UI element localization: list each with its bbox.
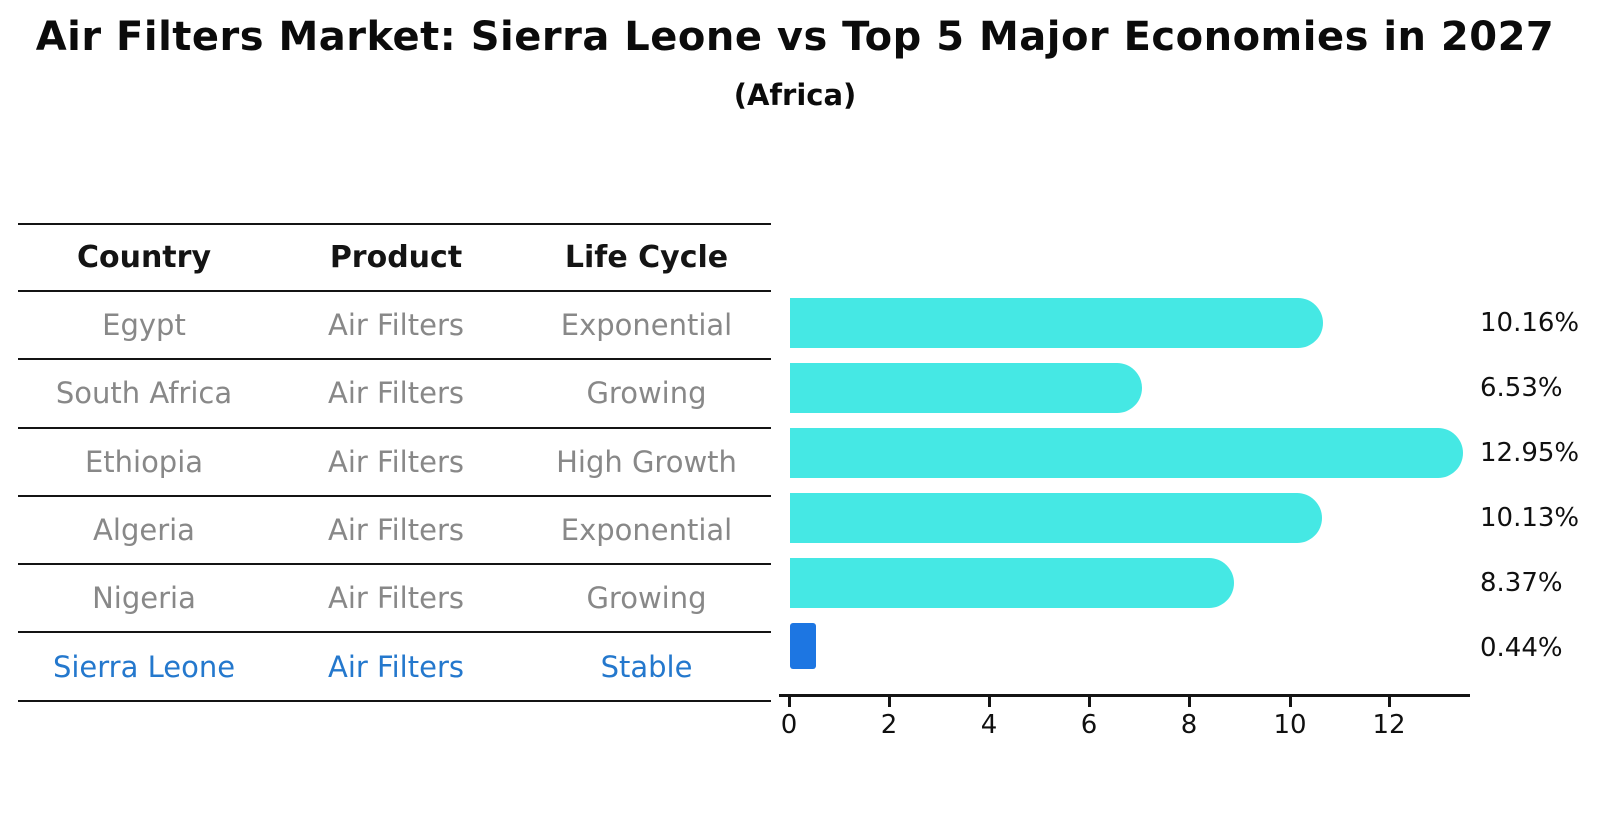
- table-row-nigeria: Nigeria Air Filters Growing: [18, 565, 771, 634]
- life-cycle-cell: Growing: [586, 376, 707, 411]
- bar-egypt: [790, 298, 1323, 348]
- product-cell: Air Filters: [328, 308, 464, 343]
- value-label-ethiopia: 12.95%: [1480, 438, 1580, 468]
- table-row-algeria: Algeria Air Filters Exponential: [18, 497, 771, 566]
- bar-ethiopia: [790, 428, 1463, 478]
- bar-south-africa: [790, 363, 1142, 413]
- country-cell: Sierra Leone: [52, 649, 236, 684]
- value-label-nigeria: 8.37%: [1480, 568, 1563, 598]
- value-label-algeria: 10.13%: [1480, 503, 1580, 533]
- x-axis-tick-label: 6: [1080, 710, 1098, 740]
- life-cycle-cell: High Growth: [556, 444, 737, 479]
- value-label-sierra-leone: 0.44%: [1480, 633, 1563, 663]
- x-axis-tick-label: 8: [1180, 710, 1198, 740]
- table-header-row: Country Product Life Cycle: [18, 223, 771, 292]
- value-label-south-africa: 6.53%: [1480, 373, 1563, 403]
- product-cell: Air Filters: [328, 444, 464, 479]
- country-table: Country Product Life Cycle Egypt Air Fil…: [18, 223, 771, 702]
- life-cycle-cell: Growing: [586, 581, 707, 616]
- table-row-ethiopia: Ethiopia Air Filters High Growth: [18, 429, 771, 497]
- chart-subtitle: (Africa): [733, 78, 857, 112]
- x-axis-tick-label: 2: [880, 710, 898, 740]
- x-axis-tick: [1188, 697, 1191, 707]
- bar-sierra-leone: [790, 623, 816, 669]
- x-axis-tick-label: 4: [980, 710, 998, 740]
- country-cell: Ethiopia: [84, 444, 204, 479]
- life-cycle-cell: Exponential: [560, 513, 733, 548]
- table-row-south-africa: South Africa Air Filters Growing: [18, 360, 771, 429]
- product-cell: Air Filters: [328, 376, 464, 411]
- column-header-life-cycle: Life Cycle: [564, 240, 729, 275]
- x-axis-tick-label: 0: [780, 710, 798, 740]
- x-axis-tick: [1388, 697, 1391, 707]
- x-axis-tick: [1289, 697, 1292, 707]
- bar-nigeria: [790, 558, 1234, 608]
- x-axis-tick: [788, 697, 791, 707]
- value-label-egypt: 10.16%: [1480, 308, 1580, 338]
- country-cell: Algeria: [93, 513, 195, 548]
- life-cycle-cell: Stable: [600, 649, 693, 684]
- product-cell: Air Filters: [328, 649, 464, 684]
- x-axis-tick-label: 12: [1372, 710, 1406, 740]
- country-cell: Egypt: [102, 308, 186, 343]
- x-axis-line: [779, 694, 1470, 697]
- table-row-sierra-leone: Sierra Leone Air Filters Stable: [18, 633, 771, 702]
- x-axis-tick: [988, 697, 991, 707]
- column-header-country: Country: [76, 240, 212, 275]
- x-axis-tick: [1088, 697, 1091, 707]
- product-cell: Air Filters: [328, 513, 464, 548]
- life-cycle-cell: Exponential: [560, 308, 733, 343]
- country-cell: South Africa: [55, 376, 233, 411]
- chart-title: Air Filters Market: Sierra Leone vs Top …: [35, 14, 1555, 60]
- x-axis-tick: [888, 697, 891, 707]
- product-cell: Air Filters: [328, 581, 464, 616]
- column-header-product: Product: [329, 240, 463, 275]
- bar-algeria: [790, 493, 1322, 543]
- country-cell: Nigeria: [92, 581, 196, 616]
- table-row-egypt: Egypt Air Filters Exponential: [18, 292, 771, 361]
- x-axis-tick-label: 10: [1273, 710, 1307, 740]
